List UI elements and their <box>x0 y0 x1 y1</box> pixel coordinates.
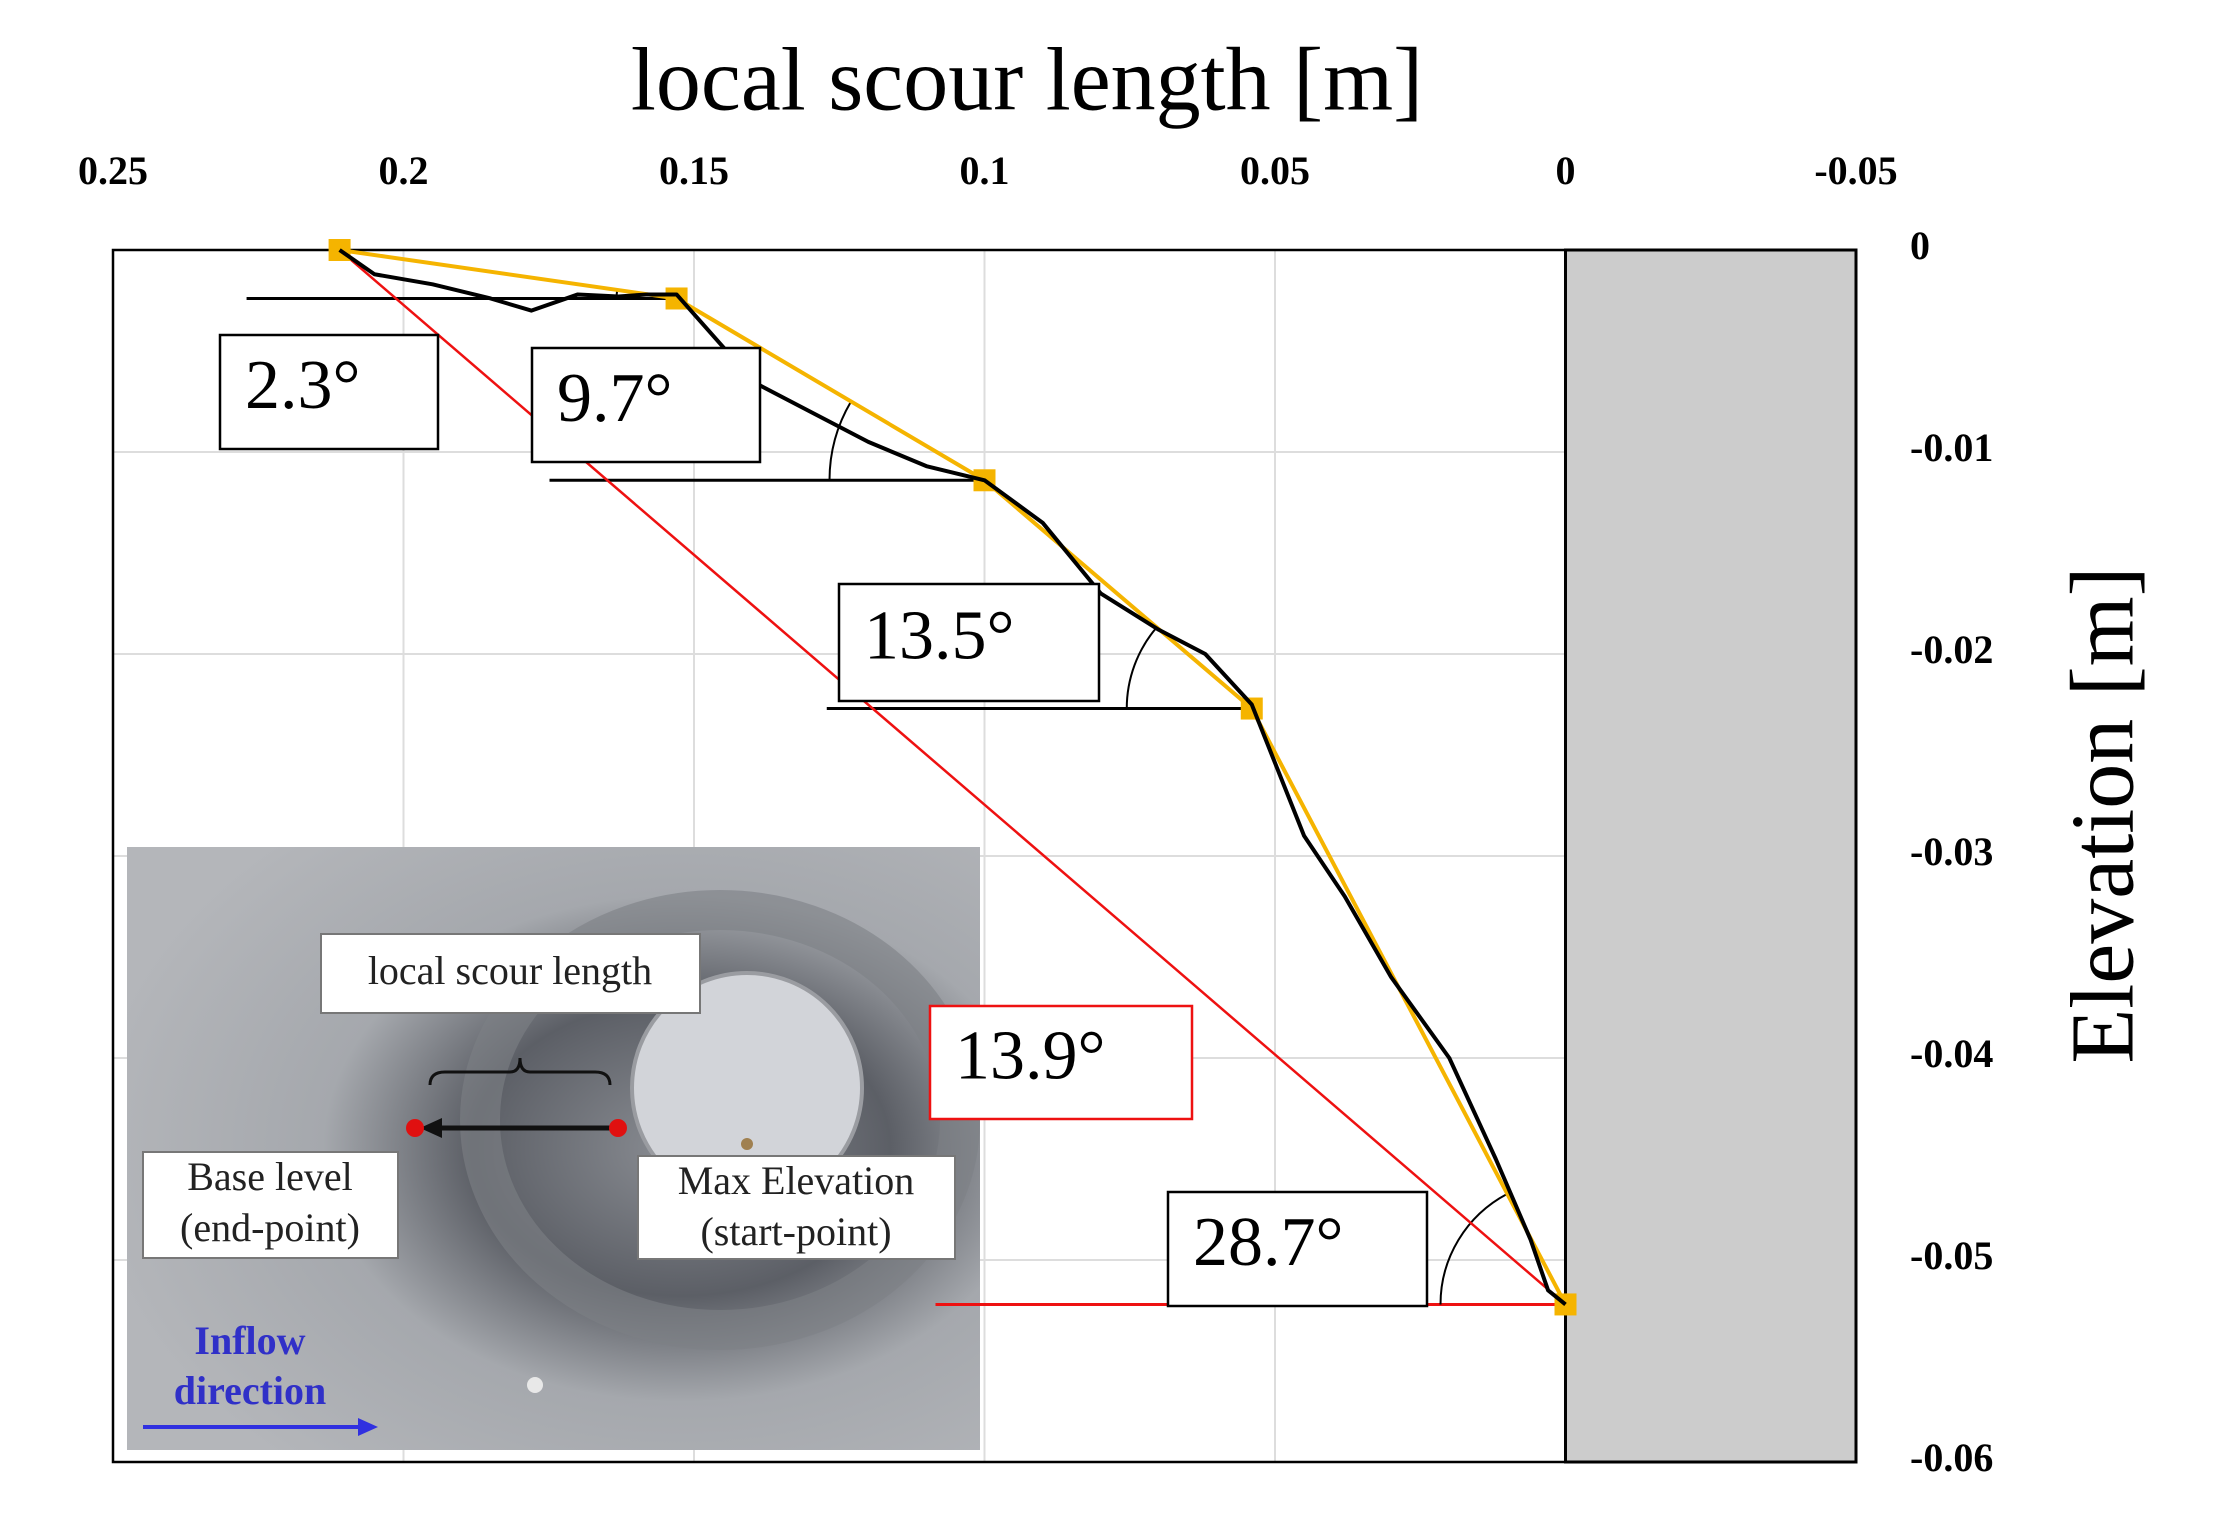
plot-frame <box>111 248 1858 1464</box>
x-tick-label: 0.25 <box>78 148 148 193</box>
chart-title: local scour length [m] <box>631 31 1423 130</box>
annotation: 13.9° <box>955 1018 1106 1095</box>
annotation: 28.7° <box>1193 1204 1344 1281</box>
label-box <box>142 1151 399 1259</box>
y-tick-label: -0.02 <box>1910 627 1993 672</box>
point-marker <box>665 287 688 310</box>
start-dot <box>609 1119 627 1137</box>
annotation: 2.3° <box>245 347 361 424</box>
arrow-head <box>420 1118 442 1138</box>
inset-photo: local scour length Base level (end-point… <box>127 847 980 1450</box>
inset-label: Base level <box>187 1154 353 1199</box>
y-tick-label: -0.04 <box>1910 1031 1993 1076</box>
annotation: 13.5° <box>864 598 1015 675</box>
y-tick-label: 0 <box>1910 223 1930 268</box>
label-box <box>320 933 701 1014</box>
annotation-box <box>1166 1190 1429 1308</box>
y-tick-label: -0.03 <box>1910 829 1993 874</box>
annotation-box <box>837 582 1101 703</box>
annotation: 9.7° <box>557 360 673 437</box>
angle-arc <box>1439 1192 1508 1305</box>
end-dot <box>406 1119 424 1137</box>
x-tick-label: 0 <box>1556 148 1576 193</box>
annotation-box <box>928 1004 1194 1121</box>
series-line <box>338 248 1567 1306</box>
inset-label: Max Elevation <box>678 1158 915 1203</box>
annotation-box <box>218 333 440 451</box>
y-axis-title: Elevation [m] <box>2054 566 2153 1063</box>
inset-label: (start-point) <box>700 1209 891 1254</box>
annotation-box <box>530 346 762 464</box>
photo-dot <box>527 1377 543 1393</box>
pier <box>1564 248 1858 1464</box>
y-tick-label: -0.05 <box>1910 1233 1993 1278</box>
x-tick-label: 0.2 <box>379 148 429 193</box>
y-tick-label: -0.01 <box>1910 425 1993 470</box>
bracket <box>428 1057 612 1086</box>
angle-arc <box>828 400 852 481</box>
x-tick-label: -0.05 <box>1814 148 1897 193</box>
angle-arc <box>1125 626 1158 709</box>
flow-arrow-head <box>358 1418 378 1436</box>
x-tick-label: 0.05 <box>1240 148 1310 193</box>
inset-label: (end-point) <box>180 1205 360 1250</box>
x-tick-label: 0.1 <box>960 148 1010 193</box>
flow-label: direction <box>174 1368 327 1413</box>
label-box <box>637 1155 956 1260</box>
x-tick-label: 0.15 <box>659 148 729 193</box>
flow-label: Inflow <box>194 1318 305 1363</box>
inset-label: local scour length <box>368 948 652 993</box>
photo-dot <box>741 1138 753 1150</box>
y-tick-label: -0.06 <box>1910 1435 1993 1480</box>
